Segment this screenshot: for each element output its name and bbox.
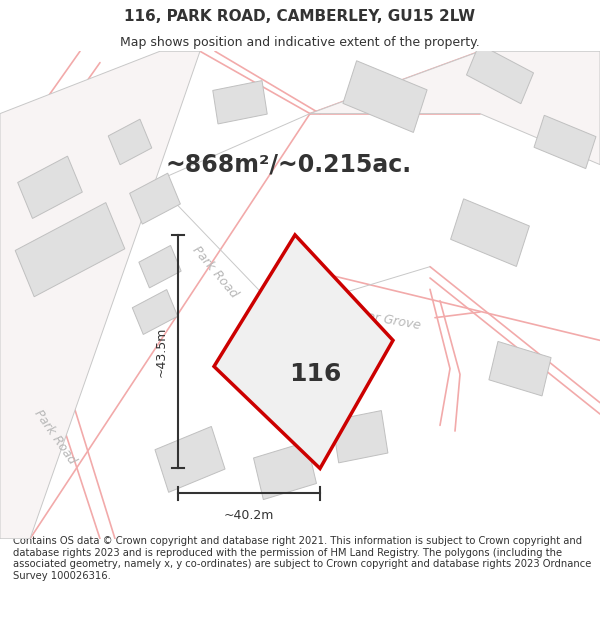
Polygon shape xyxy=(466,44,533,104)
Polygon shape xyxy=(310,51,600,164)
Polygon shape xyxy=(239,306,341,409)
Polygon shape xyxy=(451,199,529,266)
Polygon shape xyxy=(15,202,125,297)
Text: Chaucer Grove: Chaucer Grove xyxy=(328,303,422,332)
Text: 116, PARK ROAD, CAMBERLEY, GU15 2LW: 116, PARK ROAD, CAMBERLEY, GU15 2LW xyxy=(124,9,476,24)
Polygon shape xyxy=(214,235,393,469)
Polygon shape xyxy=(0,51,200,539)
Polygon shape xyxy=(254,442,316,499)
Polygon shape xyxy=(332,411,388,463)
Text: 116: 116 xyxy=(289,362,341,386)
Text: ~868m²/~0.215ac.: ~868m²/~0.215ac. xyxy=(165,152,411,177)
Text: Park Road: Park Road xyxy=(190,244,241,301)
Polygon shape xyxy=(155,426,225,493)
Polygon shape xyxy=(213,81,267,124)
Text: Map shows position and indicative extent of the property.: Map shows position and indicative extent… xyxy=(120,36,480,49)
Text: Park Road: Park Road xyxy=(32,407,79,466)
Polygon shape xyxy=(130,173,181,224)
Polygon shape xyxy=(139,246,181,288)
Polygon shape xyxy=(132,289,178,334)
Polygon shape xyxy=(489,341,551,396)
Text: ~40.2m: ~40.2m xyxy=(224,509,274,522)
Polygon shape xyxy=(108,119,152,165)
Text: ~43.5m: ~43.5m xyxy=(155,326,168,377)
Polygon shape xyxy=(534,115,596,169)
Polygon shape xyxy=(17,156,82,219)
Text: Contains OS data © Crown copyright and database right 2021. This information is : Contains OS data © Crown copyright and d… xyxy=(13,536,592,581)
Polygon shape xyxy=(343,61,427,132)
